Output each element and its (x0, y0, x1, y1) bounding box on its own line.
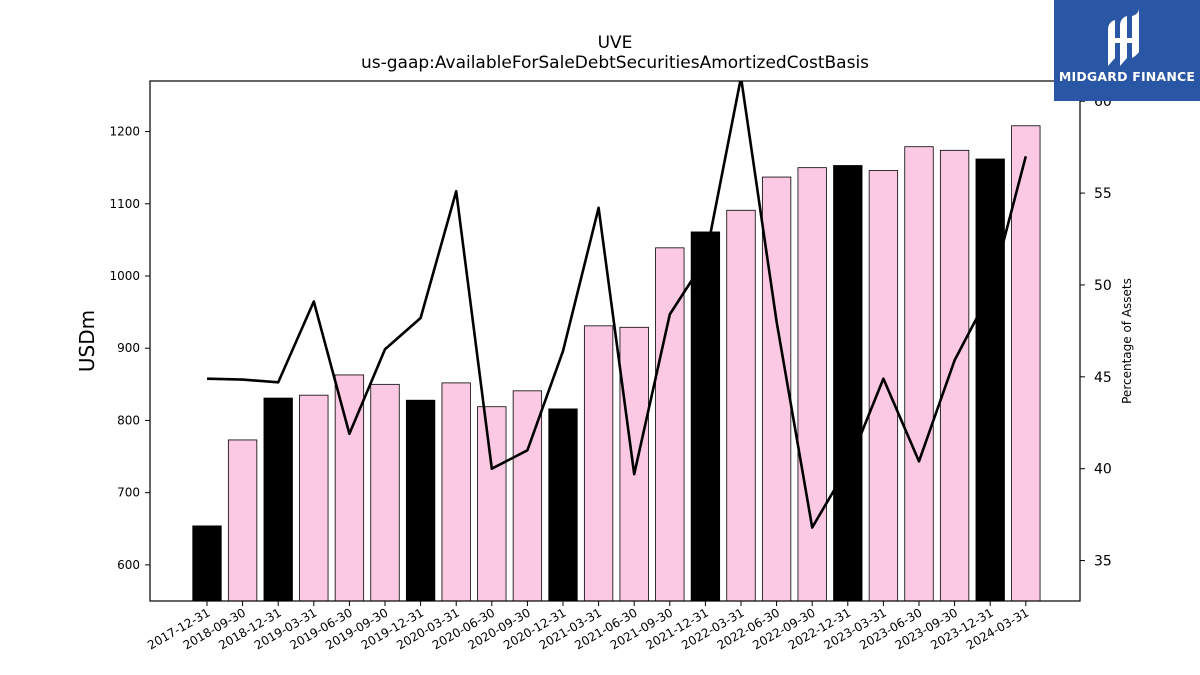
bar-2020-03-31 (441, 382, 471, 602)
logo-text: MIDGARD FINANCE (1058, 69, 1196, 84)
bar-2018-12-31 (263, 397, 293, 602)
bar-2022-06-30 (761, 176, 792, 602)
bar-2022-12-31 (833, 165, 863, 602)
y-tick-label: 1100 (109, 197, 140, 211)
bar-series (192, 125, 1041, 602)
y2-tick-label: 50 (1094, 278, 1112, 294)
y2-axis-label: Percentage of Assets (1120, 278, 1134, 404)
bar-2020-06-30 (477, 406, 507, 602)
y2-tick-label: 35 (1094, 554, 1112, 570)
bar-2022-09-30 (797, 167, 827, 602)
bar-2021-06-30 (619, 326, 649, 602)
chart-subtitle: us-gaap:AvailableForSaleDebtSecuritiesAm… (361, 53, 869, 73)
logo-mark-icon (1108, 8, 1139, 66)
y2-tick-label: 40 (1094, 462, 1112, 478)
line-series (206, 81, 1028, 529)
bar-2023-06-30 (904, 146, 934, 602)
y2-tick-label: 45 (1094, 370, 1112, 386)
bar-2022-03-31 (726, 209, 756, 602)
bar-2023-12-31 (975, 158, 1005, 602)
bar-2019-12-31 (405, 399, 436, 602)
y-tick-label: 700 (117, 486, 140, 500)
bar-2017-12-31 (192, 525, 222, 602)
bar-2023-09-30 (939, 149, 970, 602)
bar-2023-03-31 (868, 170, 899, 602)
y-tick-label: 600 (117, 558, 140, 572)
percentage-of-assets-line (206, 81, 1028, 529)
bar-2021-09-30 (655, 247, 685, 602)
plot-frame (149, 80, 1081, 602)
x-axis: 2017-12-312018-09-302018-12-312019-03-31… (145, 601, 1031, 652)
bar-2021-03-31 (583, 325, 614, 602)
y2-tick-label: 55 (1094, 186, 1112, 202)
bar-2019-03-31 (299, 394, 329, 602)
bar-2019-09-30 (370, 383, 400, 602)
y-tick-label: 1000 (109, 269, 140, 283)
y-axis-label: USDm (75, 310, 99, 372)
y-tick-label: 800 (117, 413, 140, 427)
chart-title: UVE (598, 33, 633, 53)
midgard-finance-logo: MIDGARD FINANCE (1054, 0, 1200, 101)
left-axis: 600 700 800 900 1000 1100 1200 (109, 125, 150, 572)
y-tick-label: 900 (117, 341, 140, 355)
bar-2018-09-30 (227, 439, 258, 602)
bar-2024-03-31 (1011, 125, 1041, 602)
y-tick-label: 1200 (109, 125, 140, 139)
bar-2021-12-31 (690, 231, 721, 602)
bar-2020-12-31 (548, 408, 578, 602)
